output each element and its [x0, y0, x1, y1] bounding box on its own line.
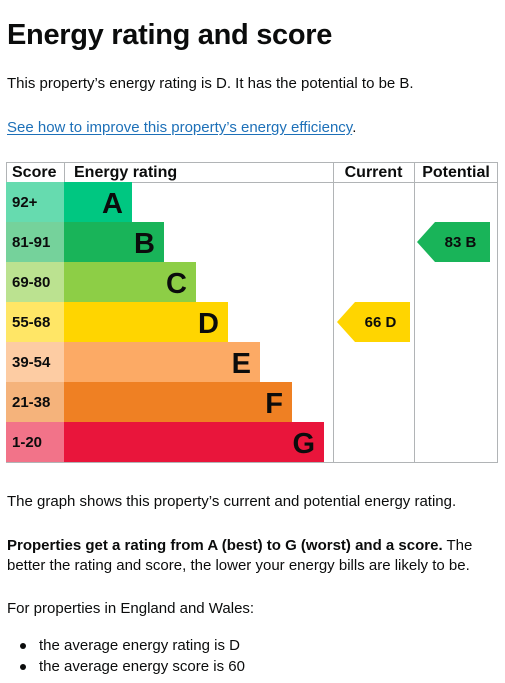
rating-letter: E: [232, 348, 251, 380]
score-range-label: 1-20: [12, 434, 42, 451]
improve-link-suffix: .: [352, 119, 357, 136]
potential-rating-label: 83 B: [445, 234, 477, 251]
bullet-icon: [20, 664, 26, 670]
rating-bar-a: [64, 182, 132, 222]
list-item: the average energy rating is D: [7, 635, 245, 656]
rating-letter: F: [265, 388, 283, 420]
potential-header: Potential: [422, 164, 490, 181]
improve-efficiency-link[interactable]: See how to improve this property’s energ…: [7, 119, 353, 136]
rating-explanation-bold: Properties get a rating from A (best) to…: [7, 537, 443, 554]
rating-explanation: Properties get a rating from A (best) to…: [7, 536, 501, 576]
score-cell: [6, 342, 64, 382]
averages-list: the average energy rating is D the avera…: [7, 635, 245, 677]
score-cell: [6, 222, 64, 262]
score-range-label: 55-68: [12, 314, 50, 331]
score-range-label: 39-54: [12, 354, 51, 371]
score-cell: [6, 302, 64, 342]
graph-caption: The graph shows this property’s current …: [7, 493, 457, 510]
page-title: Energy rating and score: [7, 19, 333, 51]
average-rating-text: the average energy rating is D: [39, 637, 240, 654]
potential-rating-arrow: [417, 222, 490, 262]
rating-bar-e: [64, 342, 260, 382]
average-score-text: the average energy score is 60: [39, 658, 245, 675]
rating-bar-f: [64, 382, 292, 422]
rating-bar-d: [64, 302, 228, 342]
score-range-label: 92+: [12, 194, 38, 211]
regional-intro: For properties in England and Wales:: [7, 600, 255, 617]
energy-rating-chart: Score Energy rating Current Potential 92+ A 8…: [6, 162, 498, 463]
rating-letter: C: [166, 268, 187, 300]
rating-bar-g: [64, 422, 324, 462]
bullet-icon: [20, 643, 26, 649]
score-range-label: 81-91: [12, 234, 50, 251]
rating-letter: B: [134, 228, 155, 260]
score-cell: [6, 422, 64, 462]
score-range-label: 21-38: [12, 394, 50, 411]
intro-text: This property’s energy rating is D. It h…: [7, 75, 414, 92]
rating-letter: D: [198, 308, 219, 340]
current-header: Current: [345, 164, 403, 181]
current-rating-label: 66 D: [365, 314, 397, 331]
score-header: Score: [12, 164, 57, 181]
improve-paragraph: See how to improve this property’s energ…: [7, 118, 501, 138]
current-rating-arrow: [337, 302, 410, 342]
list-item: the average energy score is 60: [7, 656, 245, 677]
score-range-label: 69-80: [12, 274, 50, 291]
rating-bar-b: [64, 222, 164, 262]
rating-letter: A: [102, 188, 123, 220]
rating-bar-c: [64, 262, 196, 302]
rating-letter: G: [292, 428, 315, 460]
score-cell: [6, 382, 64, 422]
rating-explanation-rest: The better the rating and score, the low…: [7, 537, 473, 574]
score-cell: [6, 262, 64, 302]
energy-rating-header: Energy rating: [74, 164, 177, 181]
score-cell: [6, 182, 64, 222]
